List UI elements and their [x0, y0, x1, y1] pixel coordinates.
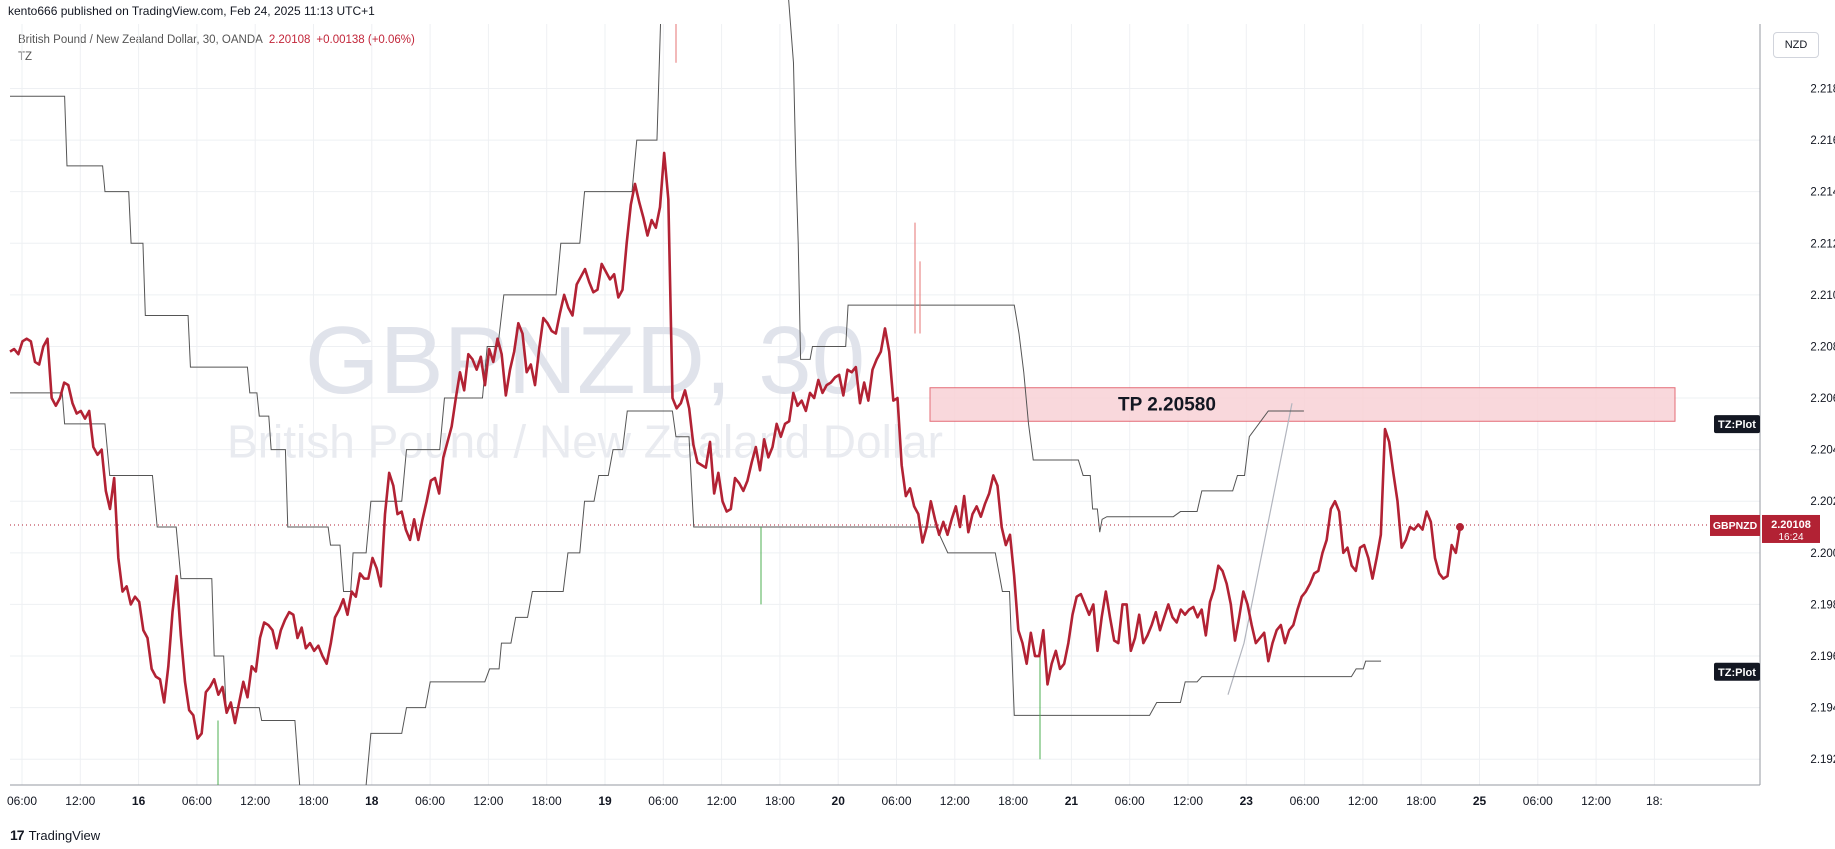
symbol-legend[interactable]: British Pound / New Zealand Dollar, 30, …: [18, 34, 415, 46]
tp-zone: [929, 387, 1676, 422]
x-tick-label: 06:00: [1115, 794, 1145, 808]
x-tick-label: 19: [598, 794, 612, 808]
x-tick-label: 06:00: [1523, 794, 1553, 808]
price-tag-symbol: GBPNZD: [1713, 520, 1758, 532]
x-tick-label: 21: [1065, 794, 1079, 808]
tz-plot-tag-bg: [1714, 415, 1760, 434]
y-tick-label: 2.20800: [1810, 341, 1835, 353]
x-tick-label: 12:00: [240, 794, 270, 808]
y-tick-label: 2.21800: [1810, 83, 1835, 95]
x-tick-label: 18:: [1646, 794, 1663, 808]
x-tick-label: 18:00: [298, 794, 328, 808]
indicator-line: [365, 410, 1382, 786]
y-tick-label: 2.21400: [1810, 187, 1835, 199]
tradingview-logo-icon: 17: [10, 827, 25, 843]
y-tick-label: 2.19600: [1810, 651, 1835, 663]
y-tick-label: 2.20400: [1810, 445, 1835, 457]
y-tick-label: 2.19800: [1810, 599, 1835, 611]
x-tick-label: 18:00: [765, 794, 795, 808]
price-tag-value: 2.20108: [1771, 519, 1811, 531]
tz-plot-tag-bg: [1714, 662, 1760, 681]
footer-brand: TradingView: [28, 827, 101, 843]
x-tick-label: 06:00: [1290, 794, 1320, 808]
indicator-line: [10, 23, 662, 593]
x-tick-label: 12:00: [65, 794, 95, 808]
x-tick-label: 18:00: [532, 794, 562, 808]
price-tag-symbol-bg: [1710, 514, 1760, 536]
x-tick-label: 20: [832, 794, 846, 808]
y-tick-label: 2.19200: [1810, 754, 1835, 766]
x-tick-label: 12:00: [473, 794, 503, 808]
y-tick-label: 2.20200: [1810, 496, 1835, 508]
y-tick-label: 2.21200: [1810, 238, 1835, 250]
watermark-description: British Pound / New Zealand Dollar: [227, 415, 943, 467]
projection-line: [1227, 403, 1293, 695]
legend-price: 2.20108: [268, 34, 311, 46]
x-tick-label: 18: [365, 794, 379, 808]
publisher-line: kento666 published on TradingView.com, F…: [8, 4, 375, 18]
price-series-line: [9, 151, 1462, 740]
legend-change: +0.00138 (+0.06%): [316, 34, 415, 46]
x-tick-label: 06:00: [7, 794, 37, 808]
x-tick-label: 18:00: [998, 794, 1028, 808]
x-tick-label: 12:00: [940, 794, 970, 808]
y-tick-label: 2.21000: [1810, 290, 1835, 302]
footer[interactable]: 17 TradingView: [10, 827, 100, 843]
watermark-symbol: GBPNZD, 30: [305, 307, 865, 414]
x-tick-label: 12:00: [1348, 794, 1378, 808]
x-tick-label: 18:00: [1406, 794, 1436, 808]
last-price-dot: [1456, 523, 1464, 532]
y-tick-label: 2.20000: [1810, 548, 1835, 560]
x-tick-label: 06:00: [881, 794, 911, 808]
x-tick-label: 06:00: [182, 794, 212, 808]
x-tick-label: 16: [132, 794, 146, 808]
indicator-line: [788, 0, 1304, 533]
y-tick-label: 2.21600: [1810, 135, 1835, 147]
price-tag-value-bg: [1762, 514, 1820, 543]
tp-zone-label: TP 2.20580: [1118, 395, 1216, 416]
currency-badge[interactable]: NZD: [1773, 32, 1819, 58]
tz-plot-tag: TZ:Plot: [1718, 667, 1756, 679]
price-tag-countdown: 16:24: [1778, 532, 1803, 543]
x-tick-label: 06:00: [648, 794, 678, 808]
y-tick-label: 2.19400: [1810, 703, 1835, 715]
x-tick-label: 25: [1473, 794, 1487, 808]
x-tick-label: 23: [1240, 794, 1254, 808]
y-tick-label: 2.20600: [1810, 393, 1835, 405]
x-tick-label: 06:00: [415, 794, 445, 808]
tz-plot-tag: TZ:Plot: [1718, 419, 1756, 431]
symbol-description: British Pound / New Zealand Dollar, 30, …: [18, 34, 263, 46]
x-tick-label: 12:00: [1173, 794, 1203, 808]
x-tick-label: 12:00: [1581, 794, 1611, 808]
x-tick-label: 12:00: [707, 794, 737, 808]
